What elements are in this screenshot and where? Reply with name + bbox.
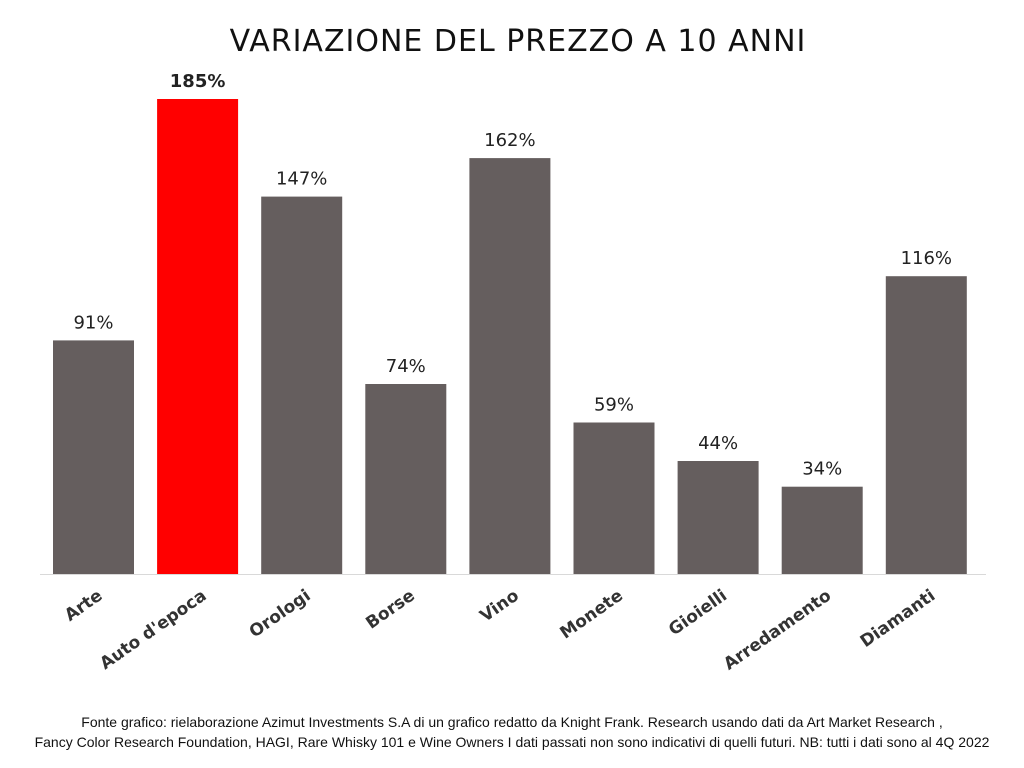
bar-arte <box>53 340 134 574</box>
bar-auto-d-epoca <box>157 99 239 574</box>
source-line-2: Fancy Color Research Foundation, HAGI, R… <box>34 734 990 750</box>
category-label-arte: Arte <box>61 586 106 626</box>
value-label-gioielli: 44% <box>698 433 738 454</box>
value-label-vino: 162% <box>484 130 535 151</box>
category-label-arredamento: Arredamento <box>720 586 835 675</box>
source-line-1: Fonte grafico: rielaborazione Azimut Inv… <box>81 714 943 730</box>
value-label-diamanti: 116% <box>901 248 952 269</box>
bar-monete <box>573 422 655 574</box>
bar-borse <box>365 384 447 574</box>
value-label-arredamento: 34% <box>802 459 842 480</box>
source-note: Fonte grafico: rielaborazione Azimut Inv… <box>0 712 1024 752</box>
category-label-borse: Borse <box>362 586 418 634</box>
category-label-auto-d-epoca: Auto d'epoca <box>96 586 210 674</box>
value-labels-group: 91% 185% 147% 74% 162% 59% 44% 34% 116% <box>73 71 952 480</box>
value-label-auto-d-epoca: 185% <box>170 71 226 92</box>
category-label-vino: Vino <box>477 586 523 627</box>
bar-orologi <box>261 196 343 574</box>
category-label-gioielli: Gioielli <box>665 586 731 640</box>
value-label-orologi: 147% <box>276 169 327 190</box>
bar-gioielli <box>677 461 759 574</box>
bar-diamanti <box>885 276 967 574</box>
bar-arredamento <box>781 486 863 574</box>
value-label-monete: 59% <box>594 395 634 416</box>
value-label-arte: 91% <box>73 312 113 333</box>
category-label-monete: Monete <box>557 586 627 644</box>
value-label-borse: 74% <box>386 356 426 377</box>
category-label-orologi: Orologi <box>246 586 315 643</box>
bars-group <box>53 99 967 574</box>
category-label-diamanti: Diamanti <box>857 586 939 652</box>
chart-title: VARIAZIONE DEL PREZZO A 10 ANNI <box>230 24 807 59</box>
bar-vino <box>469 158 551 574</box>
